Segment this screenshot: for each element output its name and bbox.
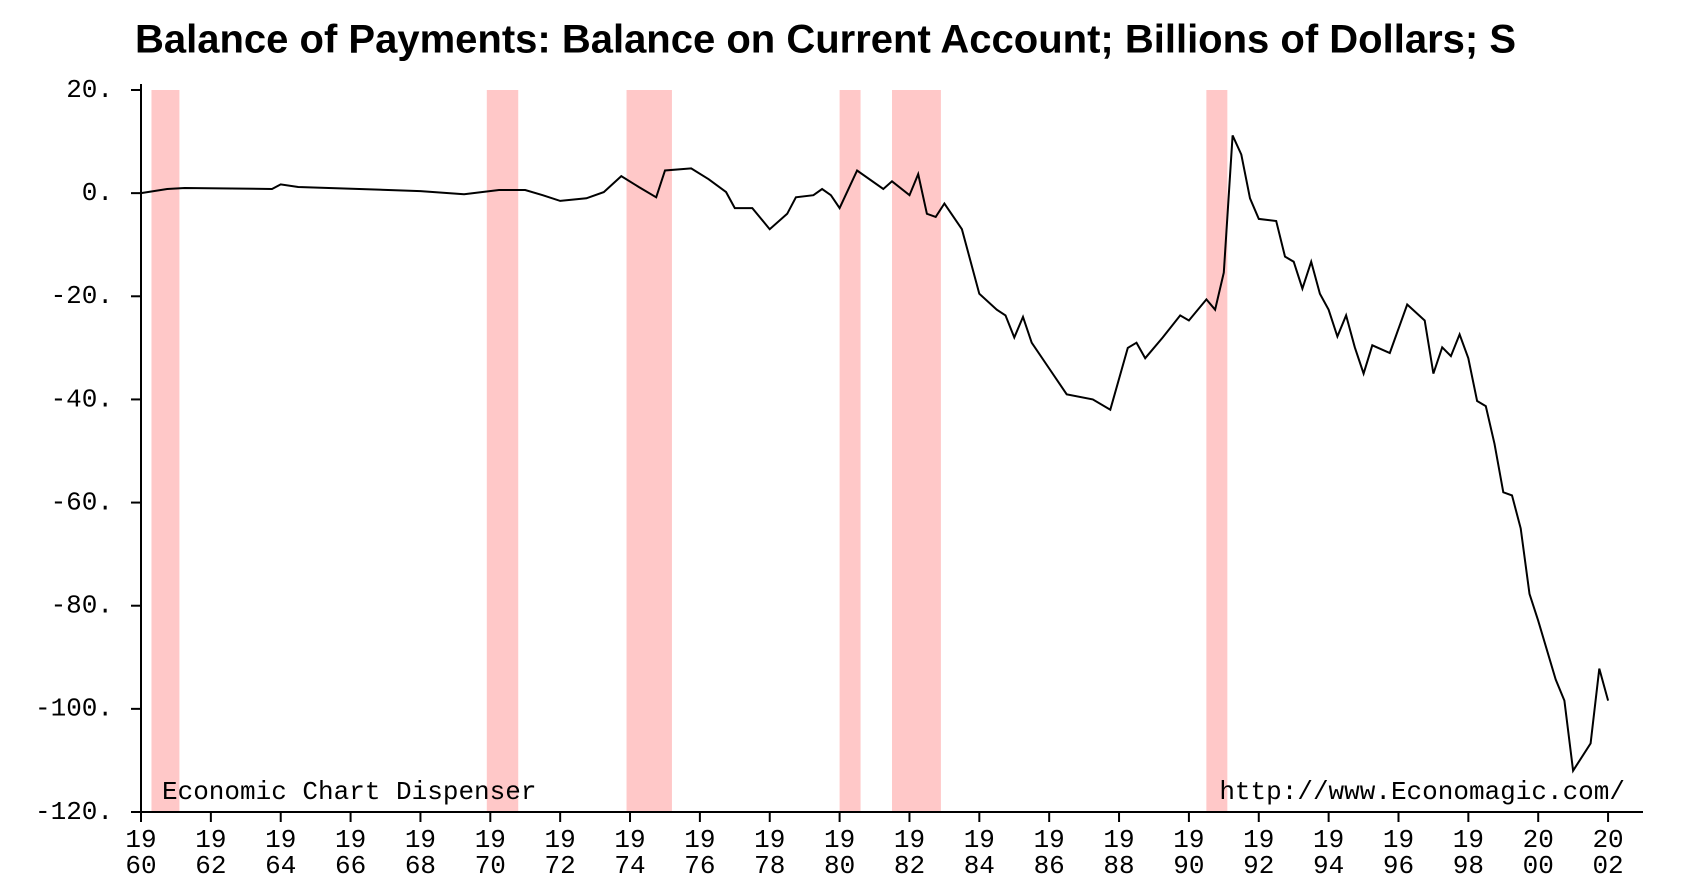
x-tick-label: 19 80 [824, 825, 855, 881]
x-tick-label: 20 02 [1592, 825, 1623, 881]
x-tick-label: 19 82 [894, 825, 925, 881]
x-tick-label: 19 98 [1453, 825, 1484, 881]
y-tick-label: 0. [82, 178, 113, 208]
recession-band [486, 90, 519, 812]
x-tick-label: 19 70 [475, 825, 506, 881]
recession-band [151, 90, 180, 812]
x-tick-label: 19 74 [614, 825, 645, 881]
recession-band [1206, 90, 1228, 812]
x-tick-label: 19 68 [405, 825, 436, 881]
x-tick-label: 19 86 [1034, 825, 1065, 881]
x-tick-label: 19 84 [964, 825, 995, 881]
y-tick-label: -100. [35, 694, 113, 724]
annotation: Economic Chart Dispenser [162, 777, 536, 807]
annotation: http://www.Economagic.com/ [1219, 777, 1625, 807]
x-tick-label: 19 66 [335, 825, 366, 881]
recession-band [839, 90, 861, 812]
y-tick-label: -40. [51, 384, 113, 414]
x-tick-label: 20 00 [1523, 825, 1554, 881]
recession-band [626, 90, 672, 812]
x-tick-label: 19 78 [754, 825, 785, 881]
plot: 20. 0. -20. -40. -60. -80. -100. -120. 19 60 19 62 1… [35, 75, 1643, 881]
y-tick-label: -60. [51, 487, 113, 517]
x-tick-label: 19 90 [1173, 825, 1204, 881]
x-tick-label: 19 72 [545, 825, 576, 881]
x-tick-label: 19 92 [1243, 825, 1274, 881]
y-tick-label: -80. [51, 591, 113, 621]
recession-band [892, 90, 941, 812]
x-tick-label: 19 64 [265, 825, 296, 881]
x-tick-label: 19 76 [684, 825, 715, 881]
x-tick-label: 19 96 [1383, 825, 1414, 881]
y-tick-label: -20. [51, 281, 113, 311]
x-tick-label: 19 88 [1103, 825, 1134, 881]
y-tick-label: 20. [66, 75, 113, 105]
y-tick-label: -120. [35, 797, 113, 827]
x-tick-label: 19 62 [195, 825, 226, 881]
x-tick-label: 19 94 [1313, 825, 1344, 881]
chart-title: Balance of Payments: Balance on Current … [135, 18, 1516, 62]
x-tick-label: 19 60 [125, 825, 156, 881]
data-line [140, 134, 1610, 774]
